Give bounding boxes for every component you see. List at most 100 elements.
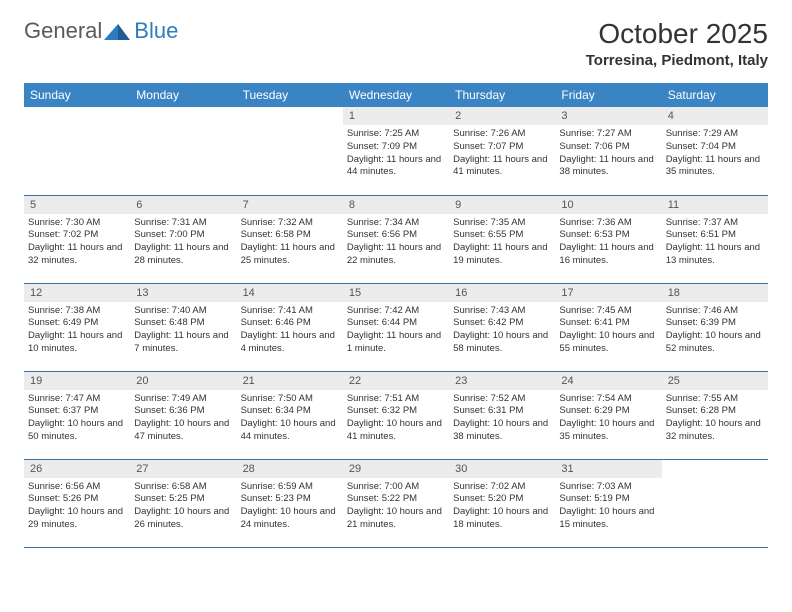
day-details: Sunrise: 6:59 AMSunset: 5:23 PMDaylight:… [237, 478, 343, 535]
day-details: Sunrise: 7:35 AMSunset: 6:55 PMDaylight:… [449, 214, 555, 271]
day-header: Monday [130, 83, 236, 107]
day-details: Sunrise: 7:42 AMSunset: 6:44 PMDaylight:… [343, 302, 449, 359]
calendar-week-row: 12Sunrise: 7:38 AMSunset: 6:49 PMDayligh… [24, 283, 768, 371]
day-number: 22 [343, 372, 449, 390]
day-details: Sunrise: 7:49 AMSunset: 6:36 PMDaylight:… [130, 390, 236, 447]
day-details: Sunrise: 7:46 AMSunset: 6:39 PMDaylight:… [662, 302, 768, 359]
calendar-cell [130, 107, 236, 195]
day-details: Sunrise: 7:02 AMSunset: 5:20 PMDaylight:… [449, 478, 555, 535]
day-header: Tuesday [237, 83, 343, 107]
day-details: Sunrise: 7:31 AMSunset: 7:00 PMDaylight:… [130, 214, 236, 271]
day-header: Saturday [662, 83, 768, 107]
day-number: 3 [555, 107, 661, 125]
day-details: Sunrise: 7:37 AMSunset: 6:51 PMDaylight:… [662, 214, 768, 271]
day-header: Wednesday [343, 83, 449, 107]
day-number: 26 [24, 460, 130, 478]
calendar-cell: 17Sunrise: 7:45 AMSunset: 6:41 PMDayligh… [555, 283, 661, 371]
day-number: 17 [555, 284, 661, 302]
day-header: Sunday [24, 83, 130, 107]
day-number: 1 [343, 107, 449, 125]
day-details: Sunrise: 7:52 AMSunset: 6:31 PMDaylight:… [449, 390, 555, 447]
day-details: Sunrise: 7:27 AMSunset: 7:06 PMDaylight:… [555, 125, 661, 182]
day-details: Sunrise: 7:50 AMSunset: 6:34 PMDaylight:… [237, 390, 343, 447]
calendar-cell: 9Sunrise: 7:35 AMSunset: 6:55 PMDaylight… [449, 195, 555, 283]
calendar-body: 1Sunrise: 7:25 AMSunset: 7:09 PMDaylight… [24, 107, 768, 547]
calendar-cell: 27Sunrise: 6:58 AMSunset: 5:25 PMDayligh… [130, 459, 236, 547]
calendar-cell: 31Sunrise: 7:03 AMSunset: 5:19 PMDayligh… [555, 459, 661, 547]
day-details: Sunrise: 7:03 AMSunset: 5:19 PMDaylight:… [555, 478, 661, 535]
calendar-cell: 8Sunrise: 7:34 AMSunset: 6:56 PMDaylight… [343, 195, 449, 283]
day-number: 5 [24, 196, 130, 214]
calendar-cell [662, 459, 768, 547]
day-number: 24 [555, 372, 661, 390]
day-header: Thursday [449, 83, 555, 107]
day-number: 27 [130, 460, 236, 478]
day-details: Sunrise: 7:45 AMSunset: 6:41 PMDaylight:… [555, 302, 661, 359]
calendar-cell: 26Sunrise: 6:56 AMSunset: 5:26 PMDayligh… [24, 459, 130, 547]
calendar-cell: 30Sunrise: 7:02 AMSunset: 5:20 PMDayligh… [449, 459, 555, 547]
day-details: Sunrise: 7:47 AMSunset: 6:37 PMDaylight:… [24, 390, 130, 447]
day-number: 13 [130, 284, 236, 302]
calendar-cell: 22Sunrise: 7:51 AMSunset: 6:32 PMDayligh… [343, 371, 449, 459]
calendar-cell: 21Sunrise: 7:50 AMSunset: 6:34 PMDayligh… [237, 371, 343, 459]
day-number: 31 [555, 460, 661, 478]
calendar-cell: 20Sunrise: 7:49 AMSunset: 6:36 PMDayligh… [130, 371, 236, 459]
calendar-cell: 13Sunrise: 7:40 AMSunset: 6:48 PMDayligh… [130, 283, 236, 371]
calendar-table: SundayMondayTuesdayWednesdayThursdayFrid… [24, 83, 768, 548]
day-number: 9 [449, 196, 555, 214]
month-title: October 2025 [586, 18, 768, 50]
day-details: Sunrise: 7:29 AMSunset: 7:04 PMDaylight:… [662, 125, 768, 182]
calendar-cell: 10Sunrise: 7:36 AMSunset: 6:53 PMDayligh… [555, 195, 661, 283]
calendar-week-row: 26Sunrise: 6:56 AMSunset: 5:26 PMDayligh… [24, 459, 768, 547]
day-header-row: SundayMondayTuesdayWednesdayThursdayFrid… [24, 83, 768, 107]
day-details: Sunrise: 7:30 AMSunset: 7:02 PMDaylight:… [24, 214, 130, 271]
day-details: Sunrise: 7:41 AMSunset: 6:46 PMDaylight:… [237, 302, 343, 359]
day-details: Sunrise: 7:40 AMSunset: 6:48 PMDaylight:… [130, 302, 236, 359]
calendar-cell [237, 107, 343, 195]
day-details: Sunrise: 7:55 AMSunset: 6:28 PMDaylight:… [662, 390, 768, 447]
day-details: Sunrise: 7:26 AMSunset: 7:07 PMDaylight:… [449, 125, 555, 182]
calendar-cell: 15Sunrise: 7:42 AMSunset: 6:44 PMDayligh… [343, 283, 449, 371]
day-number: 4 [662, 107, 768, 125]
day-details: Sunrise: 7:51 AMSunset: 6:32 PMDaylight:… [343, 390, 449, 447]
calendar-cell: 1Sunrise: 7:25 AMSunset: 7:09 PMDaylight… [343, 107, 449, 195]
day-number: 16 [449, 284, 555, 302]
calendar-week-row: 5Sunrise: 7:30 AMSunset: 7:02 PMDaylight… [24, 195, 768, 283]
day-number: 7 [237, 196, 343, 214]
calendar-cell: 16Sunrise: 7:43 AMSunset: 6:42 PMDayligh… [449, 283, 555, 371]
day-number: 28 [237, 460, 343, 478]
calendar-cell: 7Sunrise: 7:32 AMSunset: 6:58 PMDaylight… [237, 195, 343, 283]
location: Torresina, Piedmont, Italy [586, 52, 768, 69]
calendar-cell: 19Sunrise: 7:47 AMSunset: 6:37 PMDayligh… [24, 371, 130, 459]
logo-triangle-icon [104, 22, 132, 40]
day-number: 14 [237, 284, 343, 302]
day-details: Sunrise: 7:25 AMSunset: 7:09 PMDaylight:… [343, 125, 449, 182]
header: General Blue October 2025 Torresina, Pie… [0, 0, 792, 77]
title-block: October 2025 Torresina, Piedmont, Italy [586, 18, 768, 69]
logo-text-general: General [24, 18, 102, 44]
day-number: 11 [662, 196, 768, 214]
calendar-cell: 18Sunrise: 7:46 AMSunset: 6:39 PMDayligh… [662, 283, 768, 371]
day-details: Sunrise: 7:43 AMSunset: 6:42 PMDaylight:… [449, 302, 555, 359]
calendar-cell: 25Sunrise: 7:55 AMSunset: 6:28 PMDayligh… [662, 371, 768, 459]
calendar-cell: 11Sunrise: 7:37 AMSunset: 6:51 PMDayligh… [662, 195, 768, 283]
day-number: 21 [237, 372, 343, 390]
day-number: 19 [24, 372, 130, 390]
day-header: Friday [555, 83, 661, 107]
calendar-cell: 4Sunrise: 7:29 AMSunset: 7:04 PMDaylight… [662, 107, 768, 195]
day-details: Sunrise: 7:32 AMSunset: 6:58 PMDaylight:… [237, 214, 343, 271]
calendar-cell: 28Sunrise: 6:59 AMSunset: 5:23 PMDayligh… [237, 459, 343, 547]
day-details: Sunrise: 7:38 AMSunset: 6:49 PMDaylight:… [24, 302, 130, 359]
calendar-cell [24, 107, 130, 195]
calendar-cell: 24Sunrise: 7:54 AMSunset: 6:29 PMDayligh… [555, 371, 661, 459]
day-details: Sunrise: 7:34 AMSunset: 6:56 PMDaylight:… [343, 214, 449, 271]
calendar-cell: 2Sunrise: 7:26 AMSunset: 7:07 PMDaylight… [449, 107, 555, 195]
day-number: 8 [343, 196, 449, 214]
calendar-cell: 29Sunrise: 7:00 AMSunset: 5:22 PMDayligh… [343, 459, 449, 547]
day-details: Sunrise: 6:58 AMSunset: 5:25 PMDaylight:… [130, 478, 236, 535]
day-details: Sunrise: 7:00 AMSunset: 5:22 PMDaylight:… [343, 478, 449, 535]
calendar-cell: 6Sunrise: 7:31 AMSunset: 7:00 PMDaylight… [130, 195, 236, 283]
calendar-week-row: 1Sunrise: 7:25 AMSunset: 7:09 PMDaylight… [24, 107, 768, 195]
calendar-cell: 23Sunrise: 7:52 AMSunset: 6:31 PMDayligh… [449, 371, 555, 459]
day-details: Sunrise: 7:36 AMSunset: 6:53 PMDaylight:… [555, 214, 661, 271]
